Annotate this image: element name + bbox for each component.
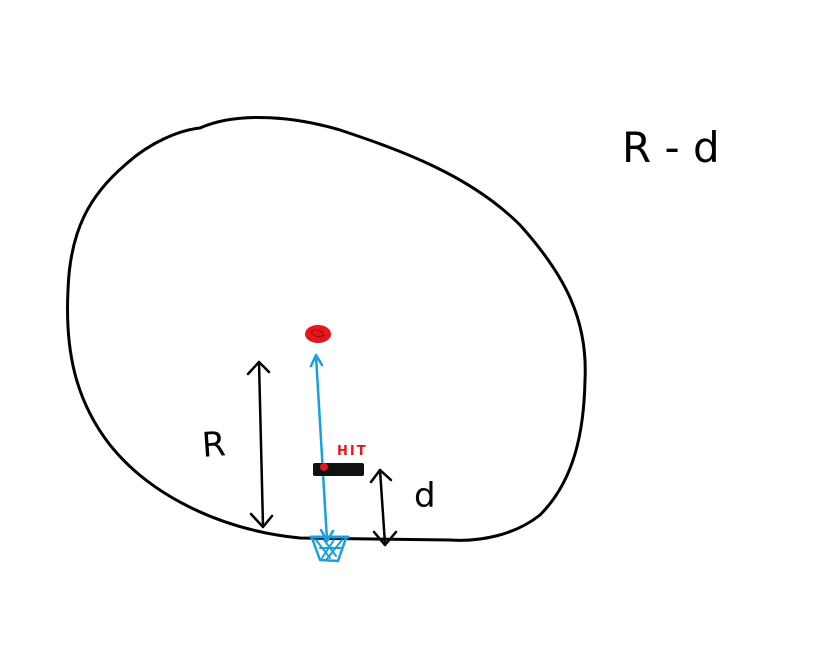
trajectory-line: [309, 353, 335, 543]
boundary-outline: [66, 116, 587, 542]
basketball-hoop-icon: [309, 535, 350, 563]
distance-label: d: [414, 476, 436, 516]
distance-arrow: [369, 468, 398, 547]
radius-label: R: [201, 424, 227, 466]
hit-label: HIT: [337, 444, 368, 459]
formula-label: R - d: [622, 123, 720, 172]
radius-arrow: [246, 360, 274, 529]
ball-icon: [305, 325, 331, 343]
hit-point: [320, 463, 328, 471]
